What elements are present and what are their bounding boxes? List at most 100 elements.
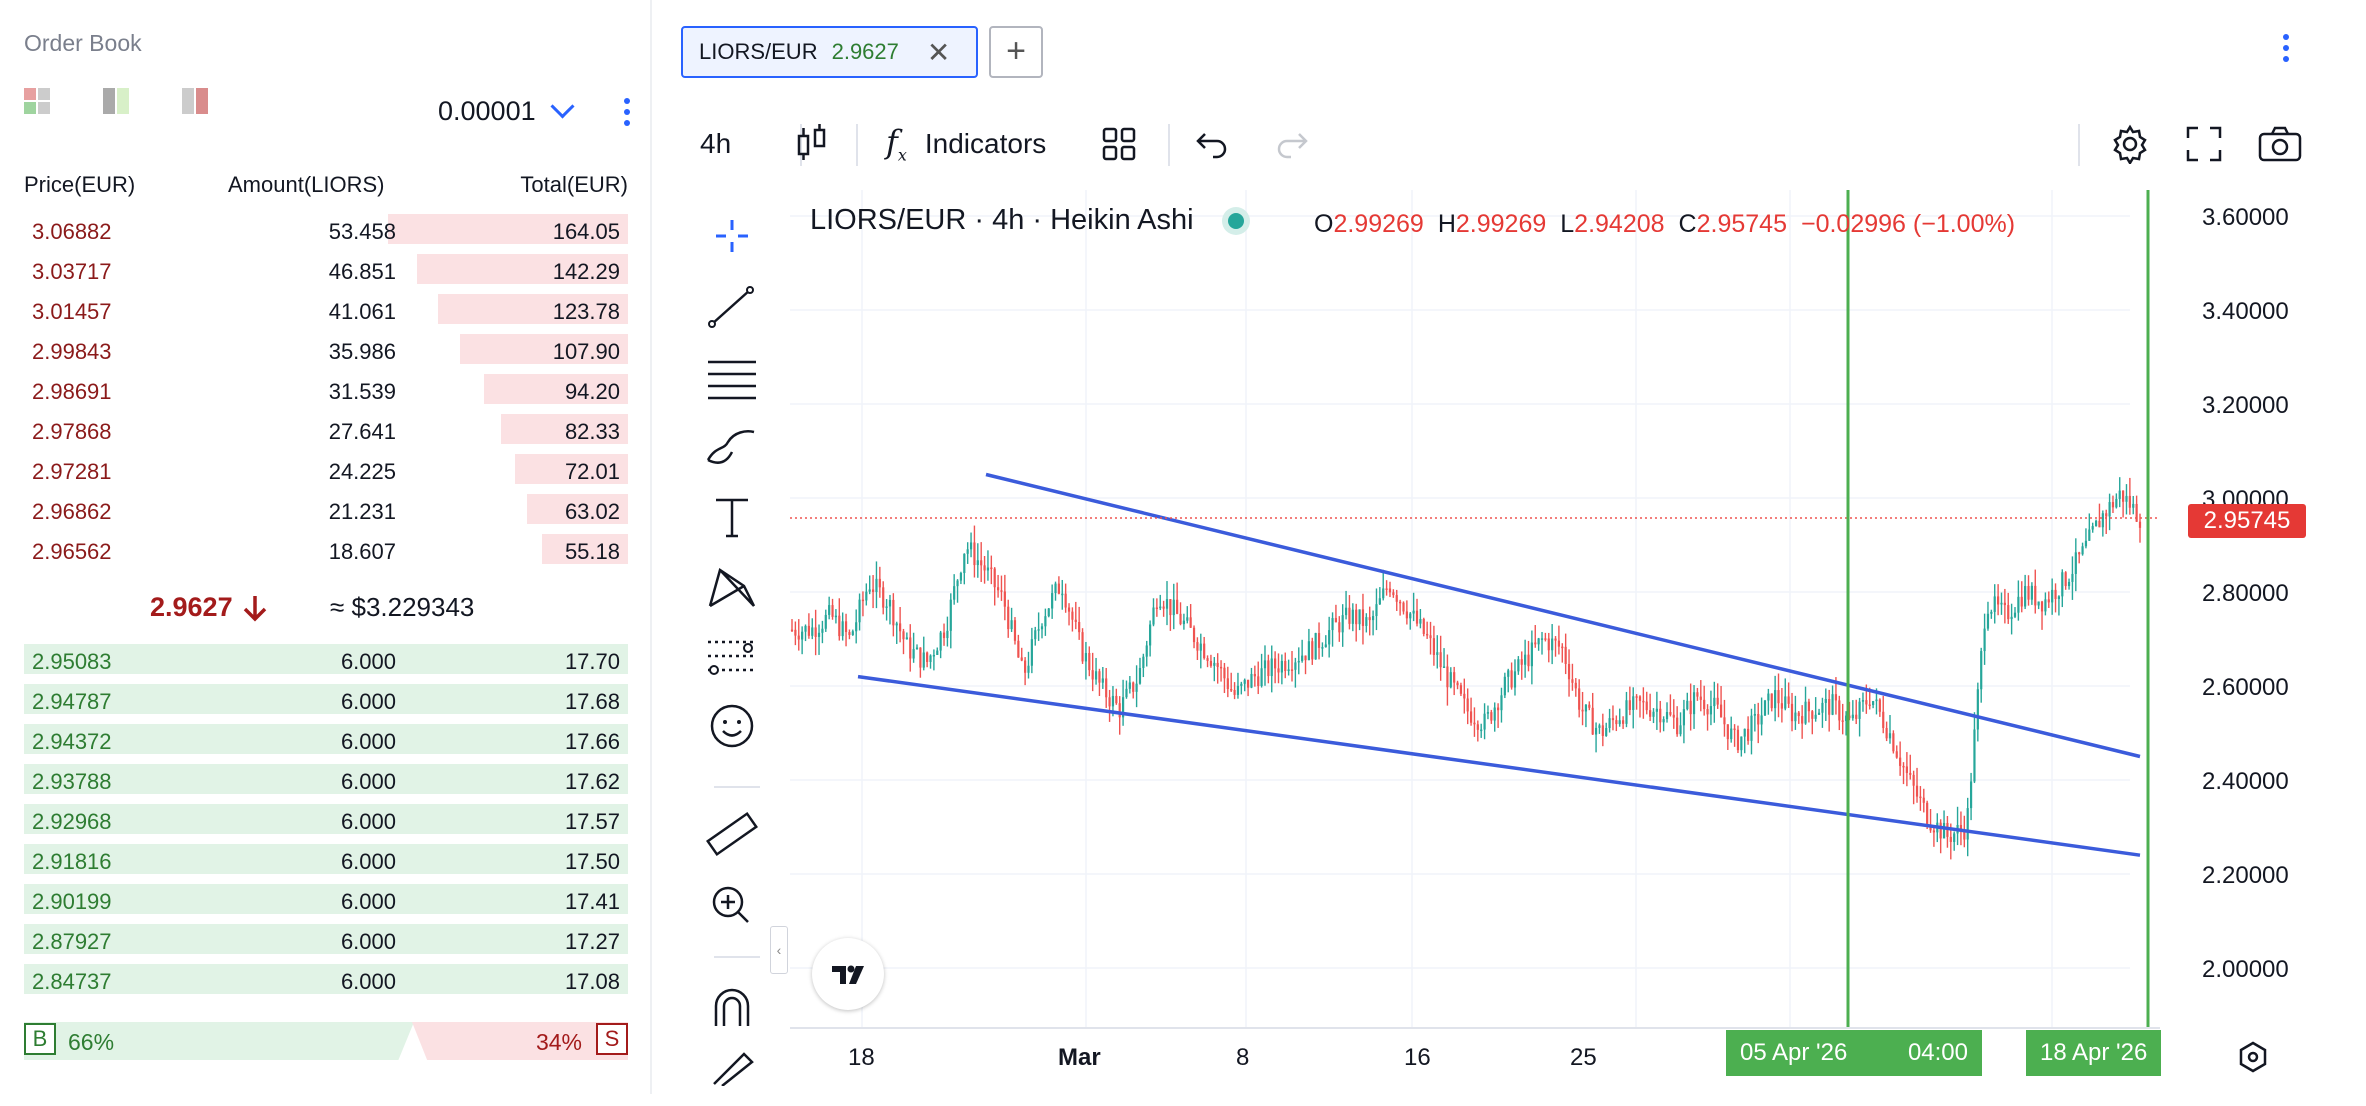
close-icon[interactable]: ✕ — [926, 36, 951, 68]
candle-body — [1993, 596, 1996, 612]
ask-row[interactable]: 3.06882 53.458 164.05 — [24, 210, 628, 248]
ask-amount: 31.539 — [328, 379, 396, 404]
tradingview-logo[interactable] — [812, 938, 884, 1010]
pencil-icon[interactable] — [694, 1046, 770, 1106]
candle-body — [1368, 617, 1371, 621]
marker-date: 05 Apr '26 — [1740, 1039, 1848, 1066]
candle-body — [1466, 698, 1469, 712]
tab-liors-eur[interactable]: LIORS/EUR 2.9627 ✕ — [681, 26, 978, 78]
candle-body — [1719, 704, 1723, 718]
candle-body — [1084, 653, 1088, 662]
camera-icon[interactable] — [2258, 110, 2302, 178]
candle-body — [1429, 635, 1432, 639]
candle-body — [1351, 609, 1354, 624]
candle-body — [1294, 662, 1297, 670]
bid-price: 2.93788 — [32, 769, 112, 794]
undo-icon[interactable] — [1195, 110, 1229, 178]
bid-row[interactable]: 2.87927 6.000 17.27 — [24, 920, 628, 958]
bid-row[interactable]: 2.91816 6.000 17.50 — [24, 840, 628, 878]
zoom-in-icon[interactable] — [694, 876, 770, 936]
price-chart[interactable] — [790, 190, 2160, 1030]
prediction-icon[interactable] — [694, 626, 770, 686]
bid-row[interactable]: 2.92968 6.000 17.57 — [24, 800, 628, 838]
candle-body — [1101, 678, 1104, 683]
candle-body — [1882, 711, 1885, 728]
indicators-button[interactable]: fx Indicators — [886, 110, 1046, 178]
interval-button[interactable]: 4h — [700, 128, 732, 159]
candle-body — [861, 599, 865, 602]
bid-row[interactable]: 2.90199 6.000 17.41 — [24, 880, 628, 918]
bid-row[interactable]: 2.84737 6.000 17.08 — [24, 960, 628, 998]
magnet-icon[interactable] — [694, 976, 770, 1036]
candle-body — [1365, 617, 1368, 626]
candle-body — [1331, 618, 1334, 631]
bid-total: 17.68 — [564, 689, 620, 714]
layouts-grid-icon[interactable] — [1102, 110, 1136, 178]
ask-row[interactable]: 2.96562 18.607 55.18 — [24, 530, 628, 568]
candle-body — [909, 637, 912, 659]
candle-body — [1828, 699, 1831, 715]
redo-icon[interactable] — [1275, 110, 1309, 178]
fullscreen-icon[interactable] — [2186, 110, 2222, 178]
candle-body — [1801, 716, 1804, 724]
high-value: 2.99269 — [1455, 210, 1547, 238]
candle-body — [1051, 593, 1054, 609]
timezone-settings-icon[interactable] — [2236, 1040, 2270, 1079]
ask-row[interactable]: 2.97281 24.225 72.01 — [24, 450, 628, 488]
ask-depth-bar — [460, 334, 628, 364]
ask-row[interactable]: 2.98691 31.539 94.20 — [24, 370, 628, 408]
candle-body — [2057, 596, 2061, 599]
fib-retracement-icon[interactable] — [694, 346, 770, 406]
ask-row[interactable]: 3.03717 46.851 142.29 — [24, 250, 628, 288]
bid-row[interactable]: 2.93788 6.000 17.62 — [24, 760, 628, 798]
add-tab-button[interactable]: + — [989, 26, 1043, 78]
candle-body — [973, 542, 976, 566]
candle-body — [1165, 599, 1169, 609]
price-axis[interactable]: 3.60000 3.40000 3.20000 3.00000 2.80000 2.600… — [2180, 190, 2330, 1040]
layout-bids-icon[interactable] — [103, 86, 136, 119]
ask-amount: 27.641 — [328, 419, 396, 444]
candle-body — [1635, 696, 1638, 698]
candle-body — [841, 621, 844, 637]
ruler-icon[interactable] — [694, 806, 770, 866]
ask-total: 94.20 — [564, 379, 620, 404]
candle-body — [1919, 796, 1922, 799]
ask-row[interactable]: 2.99843 35.986 107.90 — [24, 330, 628, 368]
pattern-icon[interactable] — [694, 556, 770, 616]
chart-more-icon[interactable] — [2283, 34, 2289, 67]
candle-body — [1192, 627, 1196, 643]
collapse-toolbar-icon[interactable]: ‹ — [770, 926, 788, 974]
trend-line-icon[interactable] — [694, 276, 770, 336]
chart-toolbar: 4h fx Indicators — [650, 110, 2366, 178]
candle-body — [844, 621, 848, 633]
bid-row[interactable]: 2.94372 6.000 17.66 — [24, 720, 628, 758]
candle-body — [1875, 699, 1878, 702]
candle-body — [1520, 659, 1523, 665]
ask-row[interactable]: 2.97868 27.641 82.33 — [24, 410, 628, 448]
candle-type-icon[interactable] — [795, 110, 829, 178]
candle-body — [1676, 717, 1679, 735]
text-icon[interactable] — [694, 486, 770, 546]
orderbook-more-icon[interactable] — [624, 98, 630, 131]
candle-body — [1507, 670, 1510, 677]
ask-row[interactable]: 2.96862 21.231 63.02 — [24, 490, 628, 528]
bid-row[interactable]: 2.95083 6.000 17.70 — [24, 640, 628, 678]
tick-size-select[interactable]: 0.00001 — [438, 94, 575, 127]
crosshair-icon[interactable] — [694, 206, 770, 266]
brush-icon[interactable] — [694, 416, 770, 476]
candle-body — [871, 589, 875, 592]
settings-gear-icon[interactable] — [2110, 110, 2150, 178]
candle-body — [1118, 703, 1121, 718]
candle-body — [817, 632, 821, 637]
layout-both-icon[interactable] — [24, 86, 57, 119]
candle-body — [1226, 678, 1229, 690]
candle-body — [1125, 688, 1128, 698]
bid-row[interactable]: 2.94787 6.000 17.68 — [24, 680, 628, 718]
ask-row[interactable]: 3.01457 41.061 123.78 — [24, 290, 628, 328]
candle-body — [1888, 733, 1892, 739]
emoji-icon[interactable] — [694, 696, 770, 756]
candle-body — [1554, 638, 1557, 641]
candle-body — [902, 631, 905, 640]
candle-body — [1530, 642, 1533, 667]
layout-asks-icon[interactable] — [182, 86, 215, 119]
